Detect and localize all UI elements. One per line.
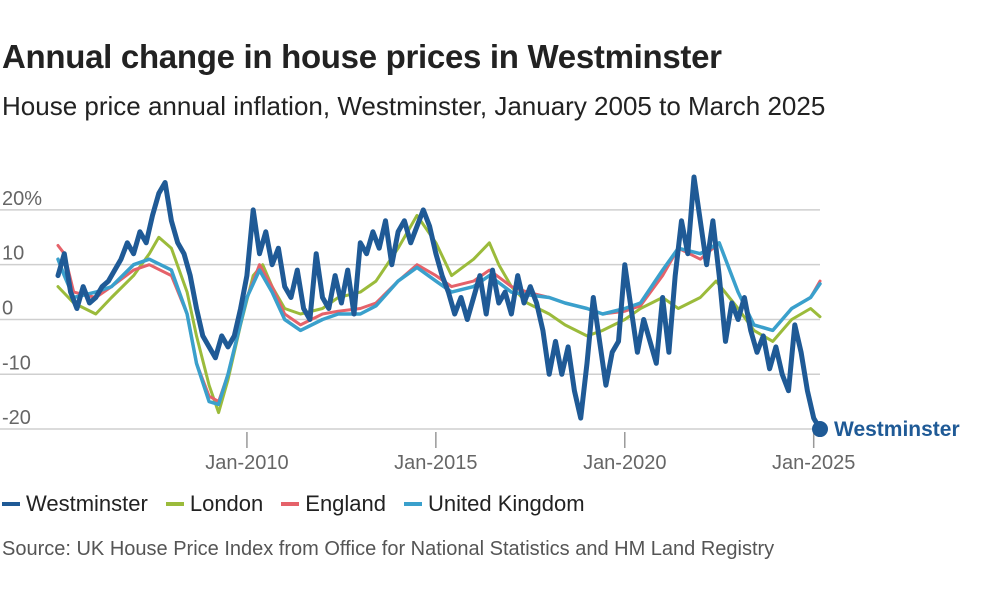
x-tick-label: Jan-2020 <box>583 452 666 474</box>
line-chart: 20% 10 0 -10 -20 Jan-2010 Jan-2015 Jan-2020 Jan-… <box>0 174 962 474</box>
chart-subtitle: House price annual inflation, Westminste… <box>2 91 826 121</box>
source-note: Source: UK House Price Index from Office… <box>2 538 775 560</box>
legend-item-england[interactable]: England <box>281 491 386 517</box>
end-label-westminster: Westminster <box>834 418 960 441</box>
legend-swatch-london <box>165 502 184 506</box>
legend-item-united-kingdom[interactable]: United Kingdom <box>404 491 585 517</box>
x-tick-label: Jan-2015 <box>394 452 477 474</box>
legend-item-london[interactable]: London <box>165 491 264 517</box>
legend-label-united-kingdom: United Kingdom <box>428 491 585 516</box>
legend: Westminster London England United Kingdo… <box>2 490 603 518</box>
legend-label-london: London <box>189 491 264 516</box>
legend-label-westminster: Westminster <box>26 491 148 516</box>
legend-swatch-england <box>281 502 300 506</box>
x-tick-label: Jan-2010 <box>205 452 288 474</box>
chart-title: Annual change in house prices in Westmin… <box>2 38 722 75</box>
legend-item-westminster[interactable]: Westminster <box>2 491 148 517</box>
y-tick-label: -20 <box>2 407 31 429</box>
x-tick-label: Jan-2025 <box>772 452 855 474</box>
legend-swatch-united-kingdom <box>404 502 423 506</box>
y-tick-label: 10 <box>2 243 24 265</box>
series-line-westminster <box>55 174 823 432</box>
y-tick-label: 20% <box>2 188 42 210</box>
end-point-westminster <box>812 421 828 438</box>
legend-label-england: England <box>305 491 387 516</box>
y-tick-label: 0 <box>2 297 13 319</box>
legend-swatch-westminster <box>2 502 20 506</box>
y-tick-label: -10 <box>2 352 31 374</box>
